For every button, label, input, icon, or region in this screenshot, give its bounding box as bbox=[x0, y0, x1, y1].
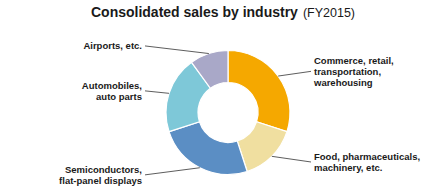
svg-text:Semiconductors,flat-panel disp: Semiconductors,flat-panel displays bbox=[59, 164, 142, 186]
svg-text:Automobiles,auto parts: Automobiles,auto parts bbox=[82, 80, 142, 102]
svg-text:Commerce, retail,transportatio: Commerce, retail,transportation,warehous… bbox=[313, 55, 394, 88]
svg-text:Food, pharmaceuticals,machiner: Food, pharmaceuticals,machinery, etc. bbox=[314, 151, 420, 173]
svg-text:Airports, etc.: Airports, etc. bbox=[83, 40, 142, 51]
html-text:Consolidated sales by industry: Consolidated sales by industry (FY2015) bbox=[91, 4, 355, 20]
